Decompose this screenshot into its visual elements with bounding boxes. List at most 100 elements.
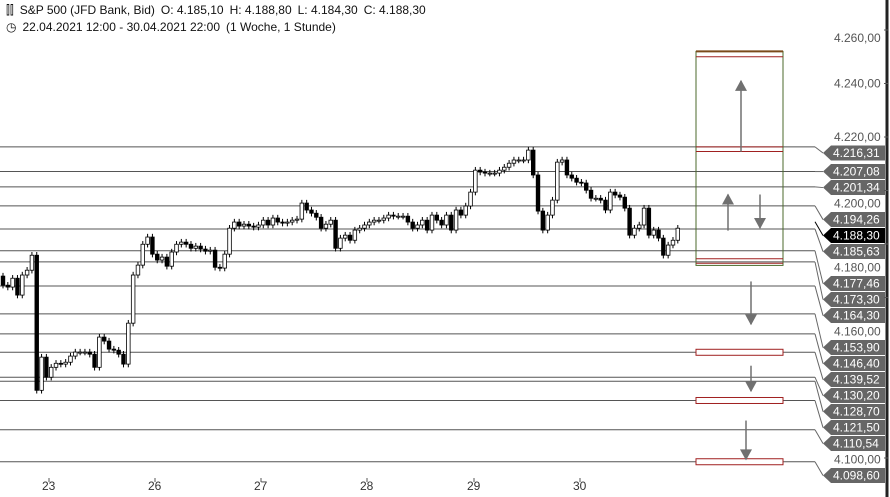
price-tag-text: 4.098,60	[833, 469, 880, 483]
candle-body	[632, 227, 637, 236]
price-tag-leader	[814, 429, 824, 444]
candle-body	[400, 215, 406, 218]
candle	[391, 211, 396, 220]
ohlc-close: C: 4.188,30	[363, 3, 426, 17]
candle-body	[97, 336, 102, 368]
candle-body	[150, 236, 155, 255]
candle-body	[164, 256, 170, 267]
candle-body	[396, 215, 401, 218]
candle	[169, 248, 174, 270]
candle-body	[203, 248, 208, 252]
candle-body	[651, 229, 656, 236]
candle	[381, 214, 386, 224]
candle-body	[265, 219, 271, 226]
candle	[516, 156, 521, 164]
y-tick-label: 4.240,00	[834, 77, 881, 91]
candle	[188, 241, 194, 252]
candle	[371, 216, 377, 226]
price-tag-text: 4.194,26	[833, 213, 880, 227]
candle	[280, 218, 285, 227]
x-tick-label: 26	[148, 479, 162, 493]
candle-body	[251, 225, 256, 228]
candle-body	[646, 207, 652, 236]
candle-body	[68, 355, 73, 363]
candle-body	[545, 214, 550, 231]
level-price-tag: 4.173,30	[814, 261, 885, 308]
candle	[497, 166, 502, 177]
candle	[608, 188, 613, 214]
candle-body	[608, 191, 613, 211]
candle	[15, 275, 20, 299]
candle-body	[458, 209, 464, 216]
y-tick: 4.220,00	[834, 130, 888, 144]
candle-body	[429, 214, 435, 231]
price-tag-bg	[823, 372, 885, 388]
price-tag-bg	[823, 292, 885, 308]
candle-body	[453, 209, 459, 231]
price-tag-text: 4.146,40	[833, 357, 880, 371]
candle	[265, 216, 271, 229]
candle	[559, 156, 565, 166]
candle	[603, 196, 608, 214]
candle	[651, 226, 656, 239]
price-tag-text: 4.207,08	[833, 165, 880, 179]
candle-body	[338, 237, 343, 249]
arrow-up-icon	[735, 79, 747, 152]
candle	[564, 156, 570, 179]
candlestick-icon[interactable]: ⫿⫿	[6, 3, 14, 17]
candle	[174, 241, 179, 256]
candle	[150, 233, 155, 258]
price-tag-bg	[823, 468, 885, 484]
candle-body	[314, 212, 319, 218]
candle	[449, 211, 454, 234]
candle	[627, 204, 632, 239]
price-tag-leader	[814, 221, 824, 236]
candle-body	[526, 149, 531, 161]
candle	[502, 164, 507, 174]
candle	[102, 333, 107, 345]
candle-body	[656, 229, 661, 239]
candle	[410, 218, 415, 232]
candle	[343, 231, 348, 242]
candle	[338, 234, 343, 252]
candle-body	[405, 215, 411, 223]
arrow-head	[754, 217, 766, 229]
candle	[208, 246, 213, 255]
candle	[314, 210, 319, 221]
candle	[492, 169, 497, 177]
price-tag-text: 4.130,20	[833, 389, 880, 403]
price-tag-leader	[814, 250, 824, 284]
candle-body	[410, 221, 415, 229]
candle-body	[261, 219, 266, 226]
level-price-tag: 4.121,50	[814, 400, 885, 436]
level-price-tag: 4.201,34	[814, 180, 885, 196]
instrument-name: S&P 500 (JFD Bank, Bid)	[19, 3, 155, 17]
candle-body	[304, 202, 309, 211]
candle	[261, 216, 266, 229]
candle-body	[5, 284, 11, 288]
price-tag-text: 4.201,34	[833, 181, 880, 195]
ohlc-open: O: 4.185,10	[160, 3, 224, 17]
candle-body	[468, 191, 473, 207]
candle	[415, 221, 420, 232]
candle-body	[121, 353, 126, 365]
price-tag-bg	[823, 228, 885, 244]
price-tag-bg	[823, 145, 885, 161]
candle-body	[559, 159, 565, 163]
price-tag-bg	[823, 436, 885, 452]
candle-body	[145, 236, 150, 245]
candle	[73, 348, 78, 360]
candle	[550, 196, 555, 219]
candle-body	[675, 227, 680, 241]
target-box	[695, 458, 784, 466]
arrow-up-icon	[722, 193, 734, 231]
candle	[299, 199, 305, 223]
candle-body	[29, 254, 35, 271]
current-price-tag: 4.188,30	[814, 221, 885, 244]
candle-body	[34, 254, 39, 391]
candle	[584, 179, 589, 194]
candle-body	[506, 162, 512, 168]
candle	[227, 225, 232, 258]
price-tag-bg	[823, 308, 885, 324]
